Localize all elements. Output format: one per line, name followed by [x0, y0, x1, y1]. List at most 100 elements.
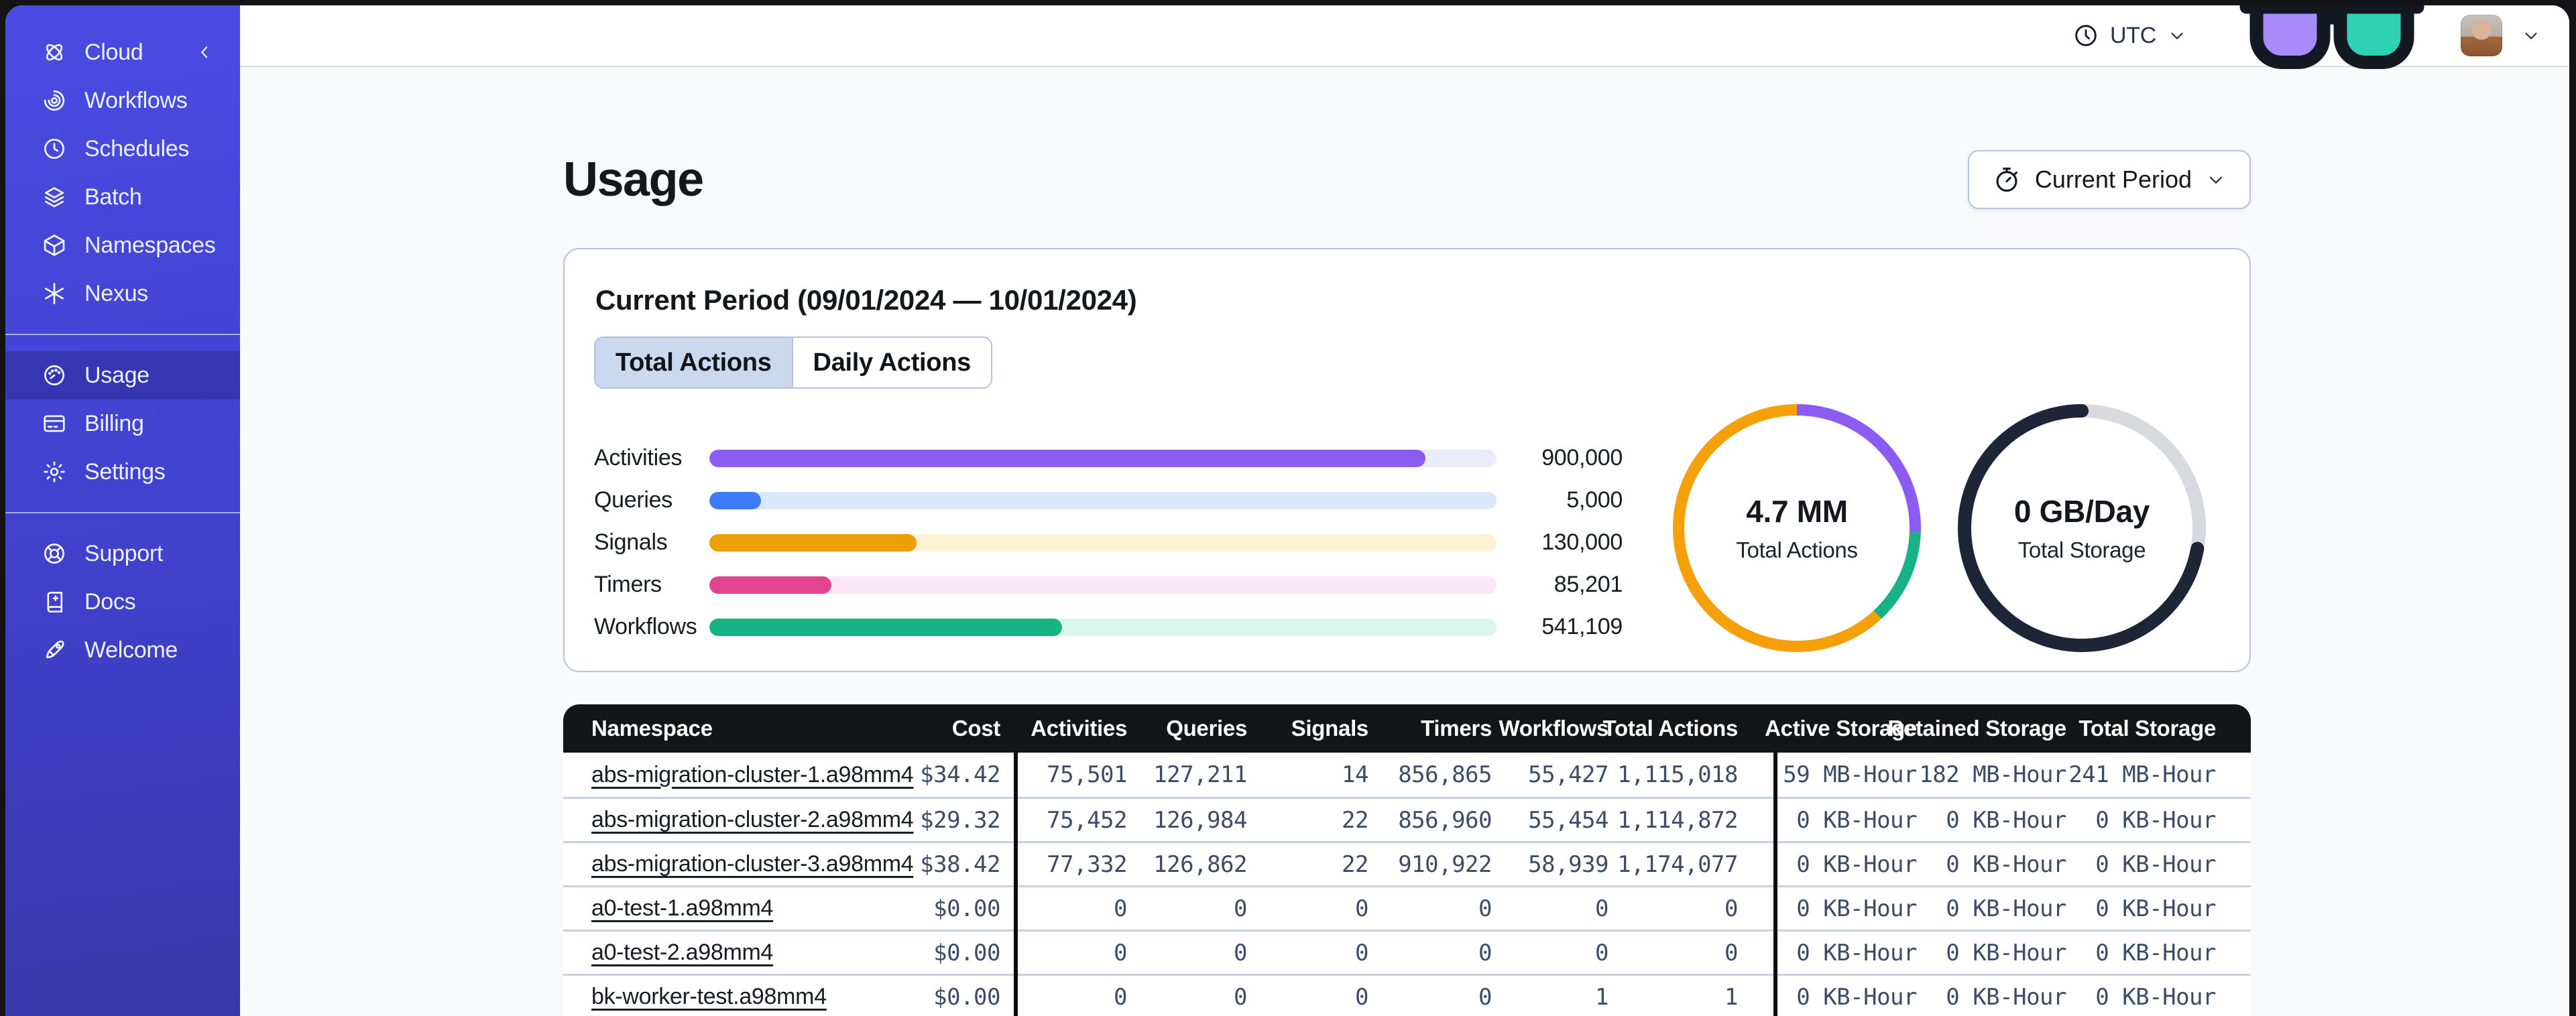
avatar[interactable]	[2461, 15, 2502, 56]
cell-queries: 126,984	[1153, 806, 1247, 834]
tab-daily-actions[interactable]: Daily Actions	[791, 338, 991, 387]
column-header-total_actions: Total Actions	[1602, 716, 1739, 741]
sidebar-item-nexus[interactable]: Nexus	[5, 269, 240, 318]
sidebar-item-label: Billing	[84, 410, 144, 436]
cell-retained_storage: 0 KB-Hour	[1946, 806, 2066, 834]
cell-signals: 0	[1355, 939, 1368, 966]
usage-card-title: Current Period (09/01/2024 — 10/01/2024)	[595, 284, 1137, 316]
tab-total-actions[interactable]: Total Actions	[595, 338, 792, 387]
donut-value: 4.7 MM	[1746, 494, 1848, 529]
sidebar-brand-label: Cloud	[84, 39, 143, 65]
cell-active_storage: 0 KB-Hour	[1796, 850, 1917, 878]
bar-track	[709, 618, 1497, 636]
cell-total_storage: 0 KB-Hour	[2095, 806, 2216, 834]
cell-queries: 0	[1234, 983, 1247, 1011]
sidebar-nav-primary: Workflows Schedules Batch Namespaces Nexus	[5, 76, 240, 318]
sidebar-item-label: Support	[84, 540, 163, 566]
actions-tabs: Total Actions Daily Actions	[594, 336, 992, 389]
sidebar-brand-cloud[interactable]: Cloud	[5, 28, 240, 76]
bar-label: Timers	[594, 572, 662, 597]
bar-fill	[709, 576, 831, 594]
cell-activities: 0	[1114, 983, 1127, 1011]
namespace-link[interactable]: abs-migration-cluster-2.a98mm4	[591, 807, 914, 832]
user-menu-chevron-down-icon[interactable]	[2521, 25, 2541, 46]
sidebar-item-batch[interactable]: Batch	[5, 173, 240, 221]
feedback-glasses-button[interactable]	[2231, 5, 2433, 136]
cell-active_storage: 0 KB-Hour	[1796, 895, 1917, 922]
cell-workflows: 1	[1595, 983, 1608, 1011]
usage-summary-card: Current Period (09/01/2024 — 10/01/2024)…	[563, 248, 2251, 672]
namespace-link[interactable]: abs-migration-cluster-3.a98mm4	[591, 851, 914, 877]
period-selector-button[interactable]: Current Period	[1967, 150, 2251, 209]
clock-icon	[2072, 22, 2099, 49]
sidebar-item-label: Welcome	[84, 637, 178, 663]
total-storage-donut: 0 GB/Day Total Storage	[1958, 404, 2206, 652]
bar-label: Workflows	[594, 614, 697, 639]
cell-activities: 75,452	[1047, 806, 1127, 834]
cell-queries: 0	[1234, 939, 1247, 966]
cell-activities: 75,501	[1047, 761, 1127, 788]
donut-ring	[1673, 404, 1921, 652]
namespace-link[interactable]: abs-migration-cluster-1.a98mm4	[591, 761, 914, 787]
bar-value: 130,000	[1541, 529, 1623, 555]
donut-value: 0 GB/Day	[2013, 494, 2150, 529]
table-row: abs-migration-cluster-2.a98mm4 $29.32 75,4…	[563, 797, 2251, 841]
sidebar-item-billing[interactable]: Billing	[5, 399, 240, 448]
donut-caption: Total Actions	[1736, 537, 1858, 562]
cell-cost: $0.00	[933, 895, 1000, 922]
bar-value: 85,201	[1554, 572, 1623, 597]
batch-icon	[42, 184, 67, 210]
namespace-link[interactable]: a0-test-2.a98mm4	[591, 940, 774, 965]
bar-fill	[709, 533, 917, 552]
sidebar-collapse-chevron-left-icon[interactable]	[192, 42, 217, 62]
cell-total_storage: 0 KB-Hour	[2095, 939, 2216, 966]
table-row: abs-migration-cluster-3.a98mm4 $38.42 77,3…	[563, 841, 2251, 885]
total-actions-donut: 4.7 MM Total Actions	[1673, 404, 1921, 652]
cell-retained_storage: 0 KB-Hour	[1946, 939, 2066, 966]
bar-label: Signals	[594, 529, 668, 555]
timezone-label: UTC	[2110, 22, 2156, 48]
cell-namespace: abs-migration-cluster-1.a98mm4	[563, 762, 939, 788]
sidebar-item-docs[interactable]: Docs	[5, 578, 240, 626]
cell-total_actions: 1,174,077	[1617, 850, 1738, 878]
cell-signals: 14	[1342, 761, 1368, 788]
timezone-selector[interactable]: UTC	[2072, 22, 2187, 49]
bar-label: Queries	[594, 487, 672, 513]
bar-value: 900,000	[1541, 445, 1623, 470]
sidebar-item-label: Docs	[84, 588, 136, 615]
cell-total_actions: 0	[1724, 939, 1738, 966]
sidebar-item-schedules[interactable]: Schedules	[5, 125, 240, 173]
column-header-activities: Activities	[1031, 716, 1127, 741]
cell-timers: 0	[1478, 983, 1492, 1011]
sidebar-item-welcome[interactable]: Welcome	[5, 626, 240, 674]
cell-active_storage: 59 MB-Hour	[1783, 761, 1917, 788]
sidebar-item-usage[interactable]: Usage	[5, 351, 240, 399]
sidebar-item-namespaces[interactable]: Namespaces	[5, 221, 240, 269]
table-group-divider	[1773, 753, 1777, 1016]
sidebar-item-label: Nexus	[84, 280, 148, 306]
period-selector-label: Current Period	[2034, 166, 2192, 193]
sidebar-item-workflows[interactable]: Workflows	[5, 76, 240, 125]
cell-active_storage: 0 KB-Hour	[1796, 806, 1917, 834]
cell-cost: $0.00	[933, 983, 1000, 1011]
donut-caption: Total Storage	[2017, 537, 2146, 562]
donut-center: 4.7 MM Total Actions	[1673, 404, 1921, 652]
sidebar-item-support[interactable]: Support	[5, 529, 240, 578]
namespace-usage-table: Namespace Cost Activities Queries Signals Tim…	[563, 704, 2251, 1016]
column-header-namespace: Namespace	[591, 716, 713, 741]
table-row: a0-test-2.a98mm4 $0.00 0 0 0 0 0 0 0 KB-Hour 0 KB…	[563, 930, 2251, 974]
cell-active_storage: 0 KB-Hour	[1796, 939, 1917, 966]
schedules-icon	[42, 136, 67, 162]
bar-row-queries: Queries 5,000	[594, 479, 1623, 521]
usage-bar-chart: Activities 900,000 Queries 5,000 Signals 130,…	[594, 437, 1623, 648]
column-header-timers: Timers	[1421, 716, 1492, 741]
sidebar-item-settings[interactable]: Settings	[5, 448, 240, 496]
cell-cost: $29.32	[920, 806, 1000, 834]
chevron-down-icon	[2205, 169, 2227, 190]
namespace-link[interactable]: a0-test-1.a98mm4	[591, 895, 774, 921]
cell-namespace: abs-migration-cluster-3.a98mm4	[563, 851, 939, 877]
stopwatch-icon	[1992, 165, 2022, 194]
bar-track	[709, 449, 1497, 467]
namespace-link[interactable]: bk-worker-test.a98mm4	[591, 984, 827, 1009]
page-title: Usage	[563, 153, 704, 206]
